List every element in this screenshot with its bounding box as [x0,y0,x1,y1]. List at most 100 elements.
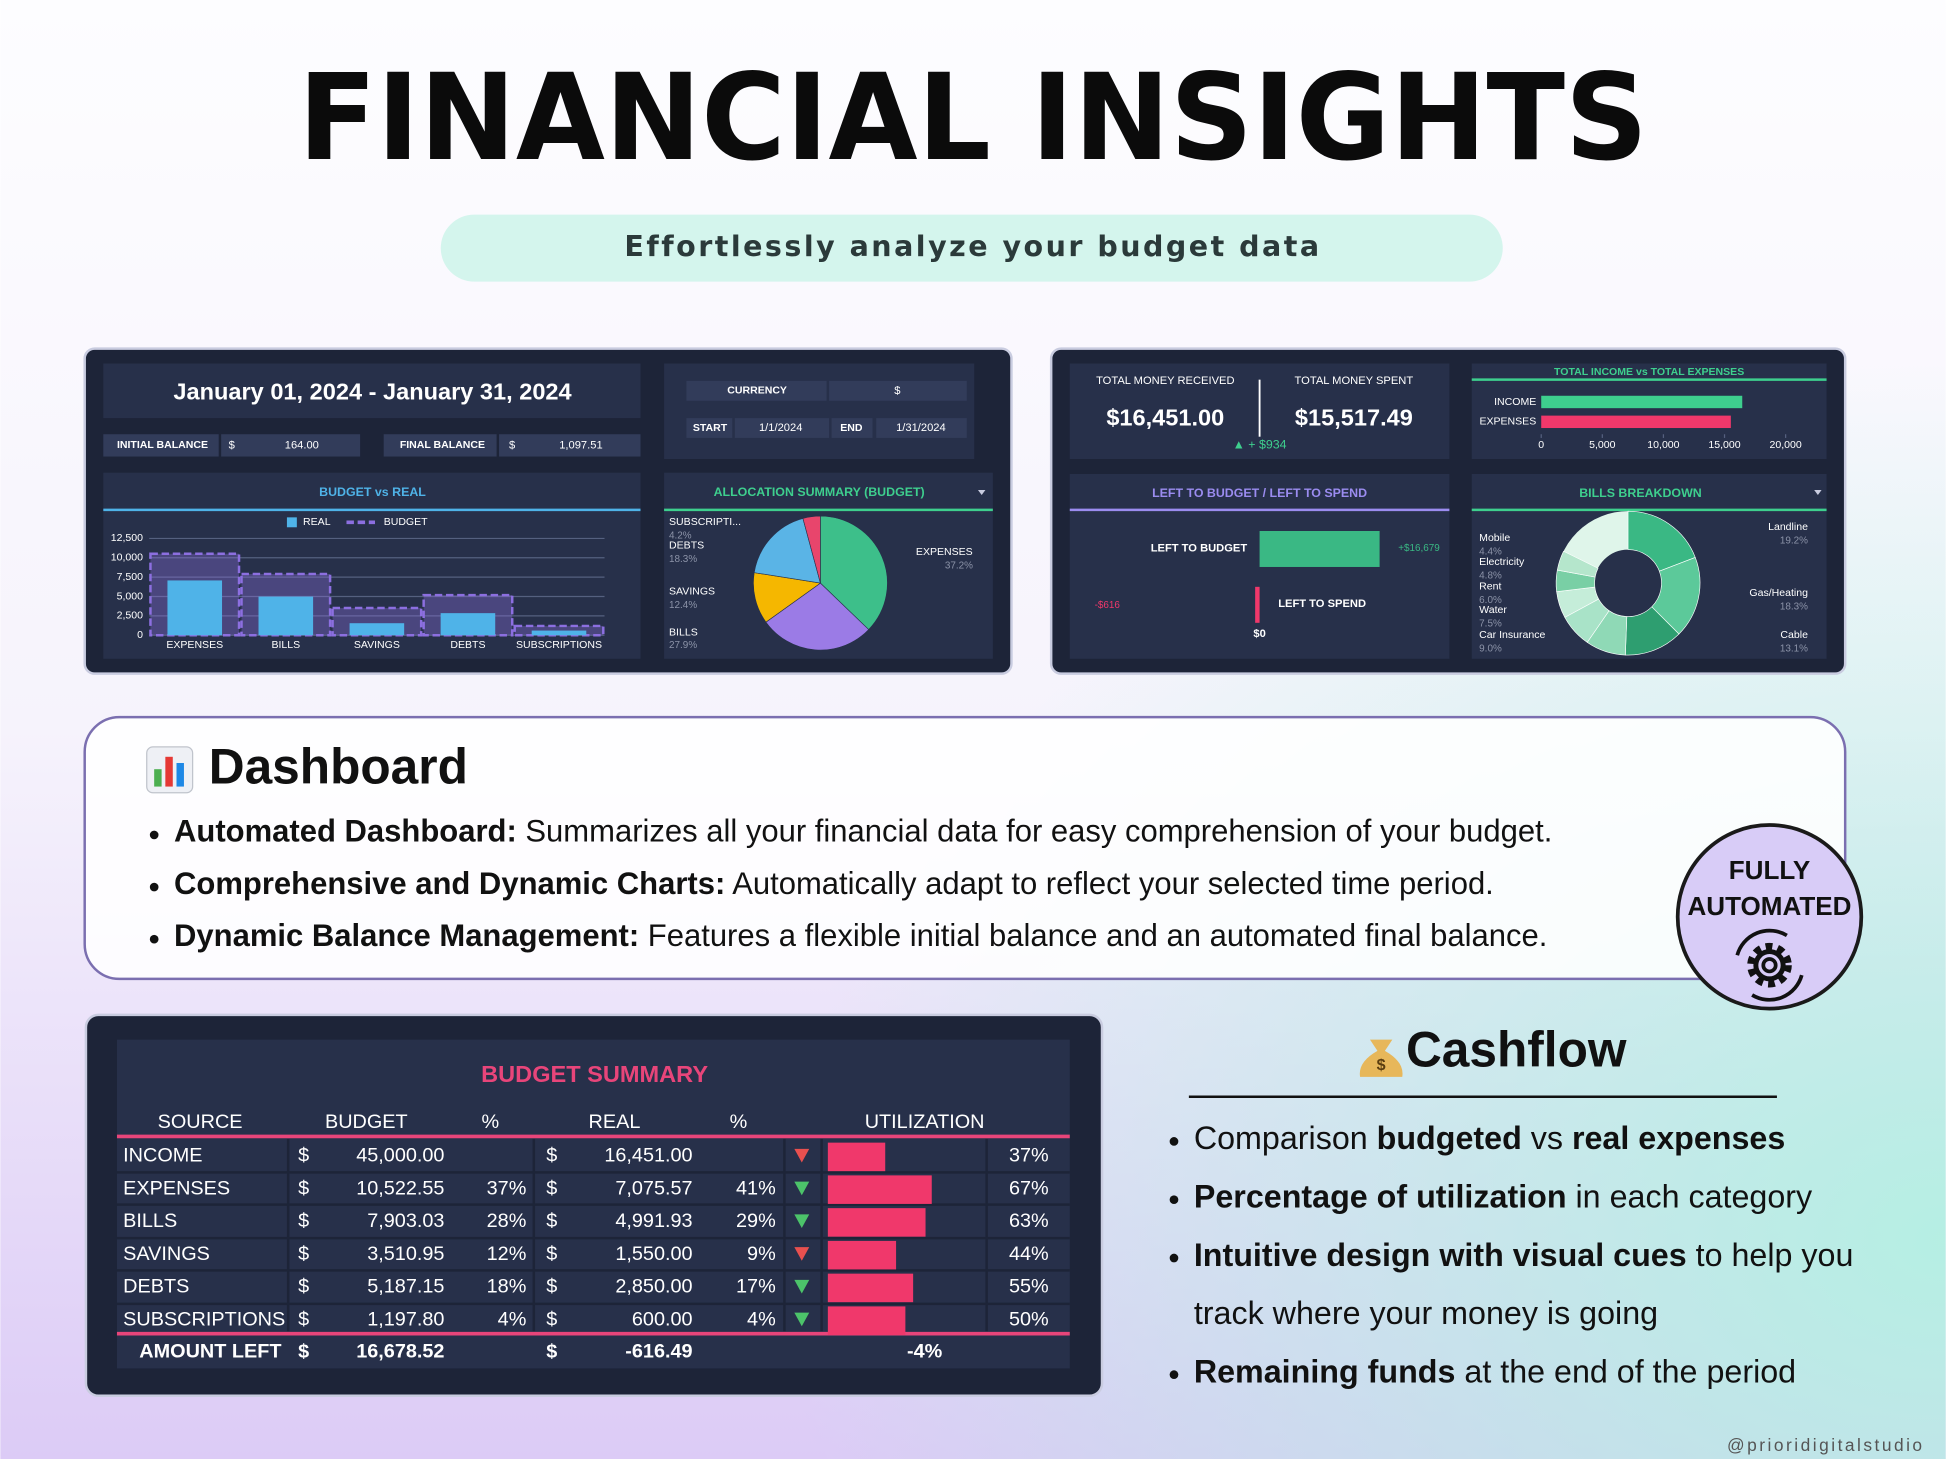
slice-label: SAVINGS [669,586,715,598]
x-tick-label: 5,000 [1589,439,1615,451]
slice-value: 9.0% [1479,643,1502,654]
bullet-text: Dynamic Balance Management: Features a f… [174,918,1547,953]
x-tick-label: 15,000 [1708,439,1740,451]
dropdown-icon[interactable] [977,490,986,496]
x-tick-label: SUBSCRIPTIONS [516,639,602,651]
real-bar [531,630,587,636]
legend-label: REAL [303,516,331,528]
utilization-label: 63% [1009,1210,1049,1232]
bar-label: LEFT TO BUDGET [1151,542,1248,554]
field-label: INITIAL BALANCE [117,439,208,451]
badge-text: FULLY [1729,855,1811,885]
end-date: 1/31/2024 [896,422,946,434]
slice-label: Landline [1768,521,1808,533]
bold-text: real expenses [1572,1120,1785,1156]
currency-cell: $ [298,1308,309,1330]
currency-value: $ [894,385,901,397]
bullet-text: Intuitive design with visual cues to hel… [1194,1236,1854,1272]
pie-slice [753,518,821,584]
real-cell: 1,550.00 [615,1243,692,1265]
chart-title: BUDGET vs REAL [319,485,426,499]
total-label: AMOUNT LEFT [139,1341,281,1363]
bullet-dot [1169,1253,1179,1263]
slice-label: Rent [1479,581,1501,593]
column-header: % [482,1111,500,1133]
slice-label: SUBSCRIPTI... [669,516,741,528]
slice-value: 27.9% [669,640,697,651]
table-grid [116,1138,1070,1332]
text-segment: Features a flexible initial balance and … [639,918,1547,953]
slice-label: Electricity [1479,556,1525,568]
slice-label: Gas/Heating [1749,587,1808,599]
utilization-bar [827,1142,886,1172]
real-bar [258,596,314,636]
utilization-bar [827,1175,932,1204]
budget-cell: 45,000.00 [356,1145,444,1167]
budget-pct-cell: 18% [487,1276,527,1298]
currency-symbol: $ [509,439,516,451]
currency-cell: $ [546,1341,557,1363]
source-cell: SAVINGS [123,1243,210,1265]
budget-cell: 10,522.55 [356,1177,444,1199]
slice-value: 4.8% [1479,570,1502,581]
final-balance: 1,097.51 [559,439,602,451]
utilization-label: 50% [1009,1308,1049,1330]
real-cell: 2,850.00 [615,1276,692,1298]
real-pct-cell: 41% [736,1177,776,1199]
text-segment: vs [1522,1120,1572,1156]
currency-cell: $ [546,1243,557,1265]
trend-indicator [794,1148,810,1163]
slice-value: 4.2% [669,531,692,542]
slice-label: Water [1479,604,1507,616]
section-heading: Dashboard [209,739,468,795]
column-header: SOURCE [158,1111,243,1133]
x-tick-label: EXPENSES [166,639,223,651]
initial-balance: 164.00 [285,439,319,451]
text-segment: Automatically adapt to reflect your sele… [725,866,1494,901]
chart-title: BILLS BREAKDOWN [1579,486,1702,500]
bullet-text: Comprehensive and Dynamic Charts: Automa… [174,866,1494,901]
slice-value: 37.2% [945,560,973,571]
budget-pct-cell: 37% [487,1177,527,1199]
utilization-bar [827,1208,926,1237]
section-heading: Cashflow [1406,1021,1627,1077]
bullet-dot [1169,1195,1179,1205]
pie-slice [802,515,821,584]
real-pct-cell: 17% [736,1276,776,1298]
real-bar [440,613,496,636]
currency-cell: $ [298,1177,309,1199]
total-utilization: -4% [907,1341,943,1363]
y-tick-label: 5,000 [117,590,143,602]
slice-label: Mobile [1479,532,1510,544]
chart-title: ALLOCATION SUMMARY (BUDGET) [714,485,925,499]
utilization-label: 37% [1009,1145,1049,1167]
slice-value: 19.2% [1780,536,1808,547]
budget-cell: 7,903.03 [367,1210,444,1232]
budget-pct-cell: 4% [498,1308,527,1330]
real-pct-cell: 4% [747,1308,776,1330]
total-spent: $15,517.49 [1295,405,1413,431]
money-bag-icon: $ [1359,1039,1403,1077]
bullet-text: Comparison budgeted vs real expenses [1194,1120,1785,1156]
field-label: TOTAL MONEY SPENT [1295,375,1414,387]
slice-label: Car Insurance [1479,629,1545,641]
dropdown-icon[interactable] [1814,490,1822,496]
legend-swatch [286,517,297,528]
real-cell: 600.00 [632,1308,693,1330]
slice-value: 12.4% [669,600,697,611]
field-label: FINAL BALANCE [400,439,485,451]
currency-cell: $ [546,1145,557,1167]
badge-text: AUTOMATED [1687,891,1851,921]
category-label: INCOME [1494,396,1536,408]
balance-bar [1255,586,1260,623]
real-bar [167,580,223,636]
text-segment: Summarizes all your financial data for e… [517,814,1553,849]
field-label: END [840,422,863,434]
slice-label: EXPENSES [916,546,973,558]
subtitle-pill [440,214,1503,282]
column-header: BUDGET [325,1111,408,1133]
subtitle: Effortlessly analyze your budget data [624,230,1321,263]
chart-title: LEFT TO BUDGET / LEFT TO SPEND [1152,486,1367,500]
budget-pct-cell: 28% [487,1210,527,1232]
y-tick-label: 2,500 [117,610,143,622]
